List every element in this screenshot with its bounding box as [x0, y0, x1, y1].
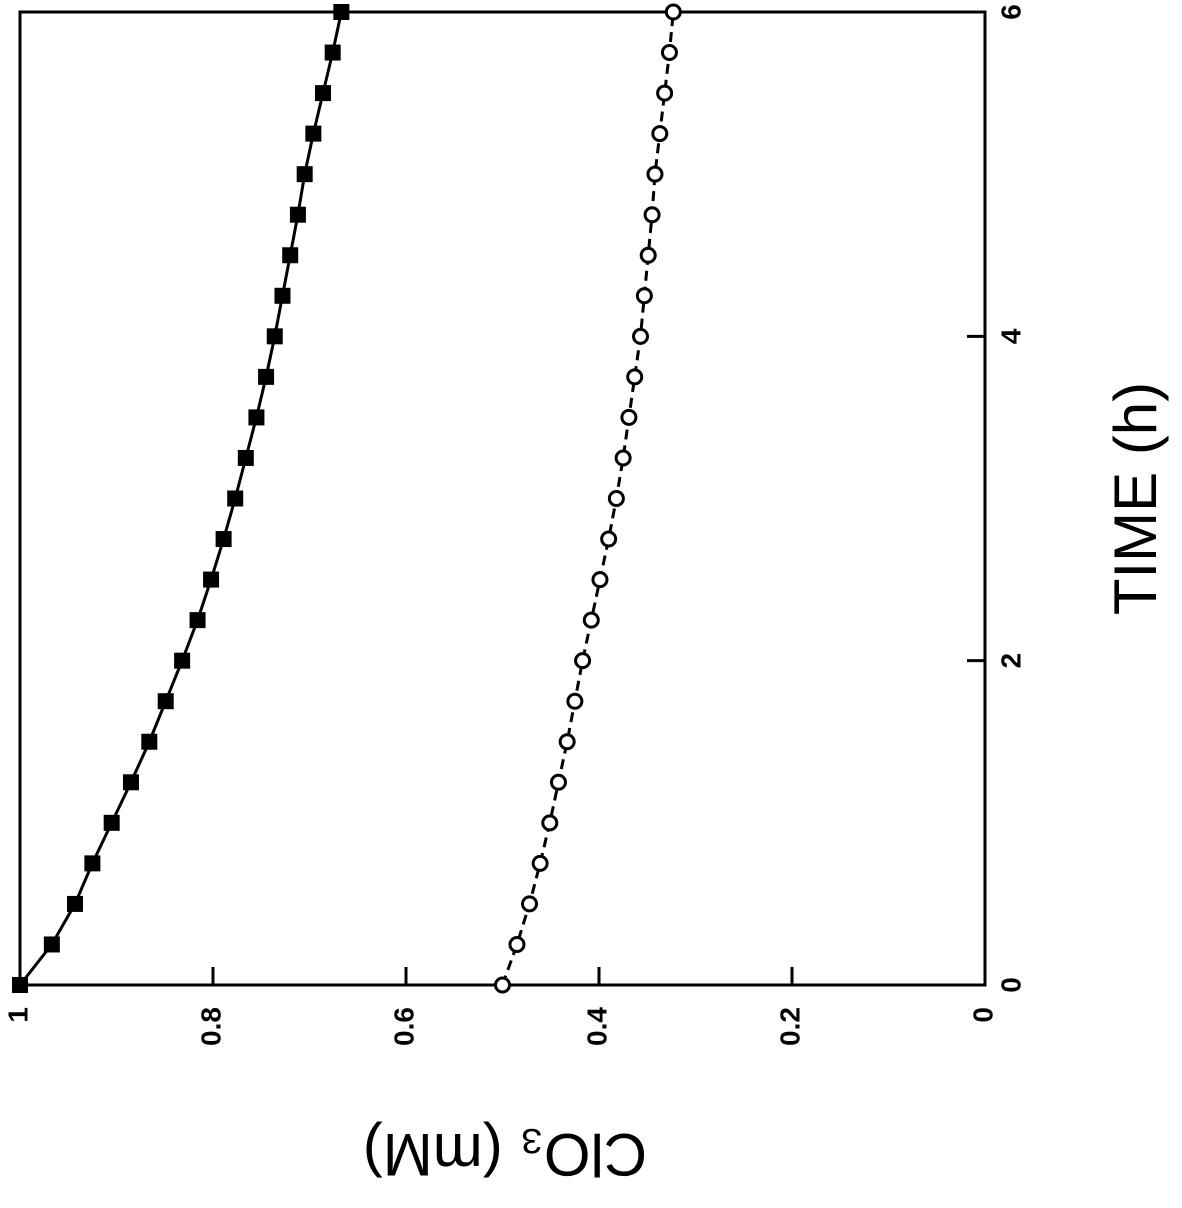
- marker-circle: [549, 773, 567, 791]
- marker-circle: [521, 895, 539, 913]
- marker-square: [67, 895, 84, 912]
- marker-square: [248, 409, 265, 426]
- marker-circle: [635, 287, 653, 305]
- x-tick-label: 0: [995, 977, 1026, 993]
- marker-circle: [508, 935, 526, 953]
- marker-circle: [646, 165, 664, 183]
- marker-circle: [651, 125, 669, 143]
- marker-circle: [626, 368, 644, 386]
- marker-circle: [558, 733, 576, 751]
- marker-square: [227, 490, 244, 507]
- x-tick-label: 2: [995, 653, 1026, 669]
- marker-square: [296, 166, 313, 183]
- marker-square: [305, 125, 322, 142]
- marker-circle: [582, 611, 600, 629]
- series-line: [18, 11, 343, 986]
- y-tick-label: 1: [2, 1007, 33, 1023]
- plot-frame: [18, 10, 987, 987]
- marker-square: [289, 206, 306, 223]
- y-tick-label: 0.6: [388, 1007, 419, 1046]
- marker-circle: [591, 571, 609, 589]
- marker-circle: [620, 408, 638, 426]
- marker-circle: [566, 692, 584, 710]
- marker-circle: [531, 854, 549, 872]
- y-tick-label: 0.4: [581, 1007, 612, 1046]
- marker-circle: [664, 3, 682, 21]
- marker-square: [258, 368, 275, 385]
- marker-square: [215, 531, 232, 548]
- marker-circle: [660, 44, 678, 62]
- marker-square: [122, 774, 139, 791]
- marker-circle: [494, 976, 511, 994]
- y-tick-label: 0.8: [195, 1007, 226, 1046]
- series-line: [501, 11, 675, 986]
- rotated-plot: 0 2 4 6 0 0.2 0.4 0.6 0.8 1 TIME (h) ClO₃ (mM): [2, 3, 1169, 1188]
- marker-square: [12, 977, 28, 993]
- marker-circle: [631, 327, 649, 345]
- marker-square: [274, 287, 291, 304]
- x-tick-label: 6: [995, 4, 1026, 20]
- y-tick-label: 0: [967, 1007, 998, 1023]
- marker-square: [237, 449, 254, 466]
- y-axis-label: ClO₃ (mM): [363, 1121, 647, 1188]
- marker-circle: [600, 530, 618, 548]
- marker-square: [103, 814, 120, 831]
- marker-square: [315, 85, 332, 102]
- marker-square: [84, 855, 101, 872]
- marker-circle: [574, 652, 592, 670]
- marker-square: [157, 693, 174, 710]
- marker-square: [141, 733, 158, 750]
- marker-circle: [614, 449, 632, 467]
- marker-square: [174, 652, 191, 669]
- marker-circle: [607, 490, 625, 507]
- marker-square: [266, 328, 283, 345]
- marker-circle: [541, 814, 559, 832]
- marker-square: [203, 571, 220, 588]
- marker-square: [333, 4, 350, 20]
- marker-circle: [656, 84, 674, 102]
- marker-square: [324, 44, 341, 61]
- y-tick-label: 0.2: [774, 1007, 805, 1046]
- marker-square: [189, 612, 206, 629]
- marker-circle: [639, 246, 657, 264]
- x-tick-label: 4: [995, 328, 1026, 344]
- marker-square: [282, 247, 299, 264]
- marker-square: [43, 936, 60, 953]
- x-axis-label: TIME (h): [1102, 382, 1169, 615]
- marker-circle: [643, 206, 661, 224]
